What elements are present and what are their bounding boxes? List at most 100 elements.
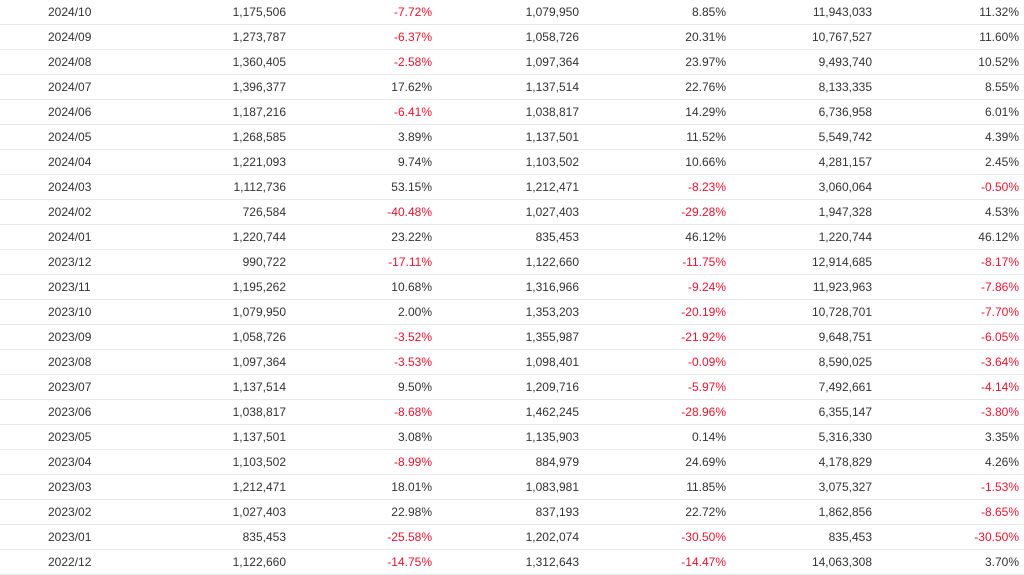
cumulative-yoy-cell: 6.01% xyxy=(984,105,1019,119)
table-row: 2024/08 1,360,405 -2.58% 1,097,364 23.97% 9,4… xyxy=(0,50,1024,75)
month-cell: 2022/12 xyxy=(48,555,92,569)
row-indent xyxy=(0,0,48,24)
yoy-change-cell: 11.52% xyxy=(686,130,726,144)
cumulative-yoy-cell: -8.17% xyxy=(980,255,1019,269)
month-cell: 2024/04 xyxy=(48,155,92,169)
mom-change-cell: -6.41% xyxy=(393,105,432,119)
cumulative-sales-cell: 835,453 xyxy=(828,530,872,544)
table-row: 2023/11 1,195,262 10.68% 1,316,966 -9.24% 11,… xyxy=(0,275,1024,300)
month-cell: 2024/07 xyxy=(48,80,92,94)
prev-year-sales-cell: 1,027,403 xyxy=(525,205,579,219)
table-row: 2023/04 1,103,502 -8.99% 884,979 24.69% 4,178… xyxy=(0,450,1024,475)
mom-change-cell: -8.99% xyxy=(393,455,432,469)
row-indent xyxy=(0,100,48,124)
cumulative-yoy-cell: 11.32% xyxy=(979,5,1019,19)
cumulative-sales-cell: 5,549,742 xyxy=(818,130,872,144)
row-indent xyxy=(0,175,48,199)
cumulative-sales-cell: 1,220,744 xyxy=(818,230,872,244)
yoy-change-cell: -28.96% xyxy=(681,405,726,419)
sales-cell: 1,212,471 xyxy=(232,480,286,494)
mom-change-cell: 18.01% xyxy=(391,480,432,494)
yoy-change-cell: -14.47% xyxy=(681,555,726,569)
cumulative-yoy-cell: -7.86% xyxy=(980,280,1019,294)
sales-cell: 1,079,950 xyxy=(232,305,286,319)
table-row: 2023/02 1,027,403 22.98% 837,193 22.72% 1,862… xyxy=(0,500,1024,525)
cumulative-sales-cell: 8,133,335 xyxy=(818,80,872,94)
prev-year-sales-cell: 1,202,074 xyxy=(525,530,579,544)
yoy-change-cell: 22.76% xyxy=(685,80,726,94)
prev-year-sales-cell: 1,316,966 xyxy=(525,280,579,294)
cumulative-sales-cell: 9,493,740 xyxy=(818,55,872,69)
table-row: 2024/01 1,220,744 23.22% 835,453 46.12% 1,220… xyxy=(0,225,1024,250)
yoy-change-cell: 8.85% xyxy=(691,5,726,19)
table-row: 2024/07 1,396,377 17.62% 1,137,514 22.76% 8,1… xyxy=(0,75,1024,100)
table-row: 2024/09 1,273,787 -6.37% 1,058,726 20.31% 10,… xyxy=(0,25,1024,50)
prev-year-sales-cell: 1,135,903 xyxy=(525,430,579,444)
yoy-change-cell: -29.28% xyxy=(681,205,726,219)
table-row: 2023/03 1,212,471 18.01% 1,083,981 11.85% 3,0… xyxy=(0,475,1024,500)
cumulative-sales-cell: 1,862,856 xyxy=(818,505,872,519)
mom-change-cell: 10.68% xyxy=(391,280,432,294)
table-row: 2023/09 1,058,726 -3.52% 1,355,987 -21.92% 9,… xyxy=(0,325,1024,350)
table-row: 2023/10 1,079,950 2.00% 1,353,203 -20.19% 10,… xyxy=(0,300,1024,325)
yoy-change-cell: 0.14% xyxy=(691,430,726,444)
table-row: 2024/06 1,187,216 -6.41% 1,038,817 14.29% 6,7… xyxy=(0,100,1024,125)
month-cell: 2023/11 xyxy=(48,280,91,294)
row-indent xyxy=(0,125,48,149)
yoy-change-cell: 14.29% xyxy=(685,105,726,119)
month-cell: 2024/02 xyxy=(48,205,92,219)
row-indent xyxy=(0,75,48,99)
row-indent xyxy=(0,400,48,424)
yoy-change-cell: -9.24% xyxy=(687,280,726,294)
cumulative-sales-cell: 6,355,147 xyxy=(818,405,872,419)
prev-year-sales-cell: 835,453 xyxy=(535,230,579,244)
yoy-change-cell: 10.66% xyxy=(685,155,726,169)
cumulative-yoy-cell: 4.53% xyxy=(984,205,1019,219)
mom-change-cell: 9.74% xyxy=(397,155,432,169)
sales-cell: 990,722 xyxy=(242,255,286,269)
prev-year-sales-cell: 837,193 xyxy=(535,505,579,519)
mom-change-cell: -7.72% xyxy=(393,5,432,19)
cumulative-sales-cell: 10,728,701 xyxy=(811,305,872,319)
cumulative-yoy-cell: -6.05% xyxy=(980,330,1019,344)
mom-change-cell: 17.62% xyxy=(391,80,432,94)
sales-cell: 726,584 xyxy=(242,205,286,219)
month-cell: 2024/01 xyxy=(48,230,92,244)
cumulative-sales-cell: 3,060,064 xyxy=(818,180,872,194)
month-cell: 2023/01 xyxy=(48,530,92,544)
mom-change-cell: -25.58% xyxy=(387,530,432,544)
sales-cell: 1,396,377 xyxy=(232,80,286,94)
cumulative-yoy-cell: -3.64% xyxy=(980,355,1019,369)
row-indent xyxy=(0,525,48,549)
cumulative-yoy-cell: 8.55% xyxy=(984,80,1019,94)
row-indent xyxy=(0,300,48,324)
prev-year-sales-cell: 1,355,987 xyxy=(525,330,579,344)
prev-year-sales-cell: 1,137,514 xyxy=(525,80,579,94)
table-row: 2023/08 1,097,364 -3.53% 1,098,401 -0.09% 8,5… xyxy=(0,350,1024,375)
mom-change-cell: -3.52% xyxy=(393,330,432,344)
prev-year-sales-cell: 1,212,471 xyxy=(525,180,579,194)
row-indent xyxy=(0,425,48,449)
row-indent xyxy=(0,150,48,174)
cumulative-yoy-cell: 46.12% xyxy=(978,230,1019,244)
row-indent xyxy=(0,250,48,274)
prev-year-sales-cell: 1,097,364 xyxy=(525,55,579,69)
cumulative-sales-cell: 10,767,527 xyxy=(811,30,872,44)
cumulative-yoy-cell: 4.39% xyxy=(984,130,1019,144)
month-cell: 2023/06 xyxy=(48,405,92,419)
table-row: 2024/02 726,584 -40.48% 1,027,403 -29.28% 1,9… xyxy=(0,200,1024,225)
row-indent xyxy=(0,50,48,74)
row-indent xyxy=(0,25,48,49)
sales-cell: 1,137,501 xyxy=(232,430,286,444)
row-indent xyxy=(0,200,48,224)
row-indent xyxy=(0,350,48,374)
cumulative-sales-cell: 11,923,963 xyxy=(812,280,872,294)
row-indent xyxy=(0,325,48,349)
yoy-change-cell: 46.12% xyxy=(685,230,726,244)
sales-cell: 1,038,817 xyxy=(232,405,286,419)
yoy-change-cell: 20.31% xyxy=(685,30,726,44)
month-cell: 2023/04 xyxy=(48,455,92,469)
mom-change-cell: -2.58% xyxy=(393,55,432,69)
